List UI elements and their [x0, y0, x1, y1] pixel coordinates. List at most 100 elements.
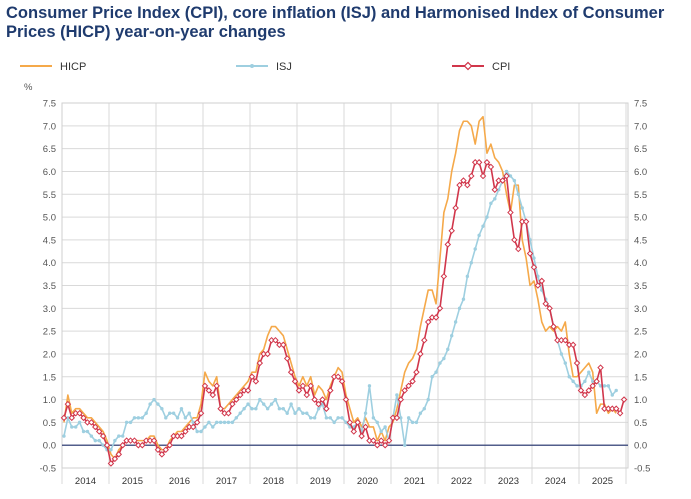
- data-point-isj: [426, 397, 430, 402]
- data-point-cpi: [99, 432, 107, 440]
- data-point-cpi: [479, 172, 487, 180]
- data-point-cpi: [272, 336, 279, 344]
- data-point-cpi: [170, 432, 177, 440]
- data-point-isj: [62, 434, 66, 438]
- data-point-cpi: [283, 355, 291, 362]
- data-point-cpi: [92, 423, 99, 431]
- data-point-cpi: [464, 181, 471, 189]
- data-point-cpi: [377, 437, 385, 444]
- data-point-hicp: [427, 289, 429, 291]
- data-point-hicp: [75, 408, 77, 410]
- data-point-cpi: [248, 373, 256, 381]
- data-point-hicp: [592, 371, 594, 373]
- data-point-isj: [273, 397, 278, 402]
- data-point-cpi: [436, 305, 444, 312]
- data-point-isj: [465, 274, 470, 279]
- data-point-isj: [246, 402, 250, 406]
- y-tick-label-left: 1.0: [43, 395, 56, 406]
- data-point-isj: [140, 416, 144, 420]
- data-point-hicp: [231, 399, 233, 401]
- data-point-hicp: [349, 408, 351, 410]
- data-point-hicp: [239, 390, 241, 392]
- data-point-cpi: [573, 359, 581, 367]
- data-point-isj: [128, 420, 133, 425]
- gridlines: [61, 102, 629, 484]
- data-point-isj: [164, 416, 168, 420]
- data-point-cpi: [319, 396, 326, 403]
- data-point-isj: [532, 256, 536, 260]
- data-point-cpi: [428, 314, 436, 321]
- data-point-isj: [132, 416, 137, 420]
- data-point-isj: [414, 420, 419, 425]
- data-point-cpi: [397, 396, 405, 403]
- data-point-cpi: [64, 400, 72, 408]
- data-point-cpi: [444, 241, 452, 248]
- data-point-cpi: [413, 368, 420, 376]
- data-point-cpi: [546, 305, 553, 312]
- data-point-isj: [148, 402, 152, 406]
- data-point-cpi: [115, 451, 123, 458]
- data-point-cpi: [452, 204, 459, 212]
- data-point-cpi: [178, 432, 185, 440]
- x-tick-label: 2019: [310, 476, 331, 487]
- data-point-hicp: [396, 408, 398, 410]
- data-point-cpi: [139, 441, 146, 449]
- data-point-isj: [363, 411, 368, 415]
- data-point-hicp: [278, 330, 280, 332]
- data-point-cpi: [522, 218, 530, 225]
- series-cpi: [60, 159, 628, 467]
- data-point-hicp: [259, 353, 261, 355]
- data-point-isj: [559, 352, 564, 356]
- y-tick-label-right: 5.0: [634, 213, 647, 224]
- data-point-cpi: [550, 323, 557, 330]
- data-point-cpi: [542, 300, 549, 308]
- data-point-cpi: [236, 391, 244, 399]
- x-tick-label: 2023: [498, 476, 519, 487]
- data-point-isj: [218, 420, 223, 425]
- data-point-cpi: [503, 172, 510, 180]
- data-point-cpi: [526, 250, 534, 257]
- data-point-cpi: [511, 236, 518, 244]
- data-point-hicp: [275, 326, 277, 328]
- series-line-isj: [63, 170, 617, 451]
- series-line-hicp: [63, 115, 617, 460]
- data-point-hicp: [607, 412, 609, 414]
- data-point-cpi: [381, 441, 389, 449]
- data-point-cpi: [217, 405, 224, 412]
- data-point-isj: [238, 411, 242, 415]
- data-point-hicp: [525, 257, 527, 259]
- data-point-isj: [575, 384, 579, 388]
- data-point-isj: [191, 420, 195, 425]
- data-point-cpi: [330, 373, 338, 381]
- data-point-cpi: [558, 336, 565, 344]
- data-point-isj: [614, 388, 618, 393]
- x-tick-label: 2017: [216, 476, 237, 487]
- y-tick-label-right: 6.0: [634, 167, 647, 178]
- data-point-cpi: [311, 396, 318, 403]
- data-point-hicp: [482, 116, 484, 118]
- data-point-isj: [101, 443, 105, 447]
- y-tick-label-right: 0.0: [634, 441, 647, 452]
- data-point-isj: [152, 397, 156, 402]
- data-point-isj: [332, 420, 336, 425]
- data-point-isj: [383, 425, 387, 429]
- data-point-isj: [85, 429, 90, 434]
- chart-title-line-2: Prices (HICP) year-on-year changes: [6, 23, 286, 41]
- data-point-isj: [446, 347, 450, 352]
- data-point-hicp: [408, 362, 410, 364]
- data-point-cpi: [182, 428, 189, 435]
- data-point-hicp: [181, 431, 183, 433]
- data-point-isj: [97, 438, 101, 443]
- data-point-cpi: [287, 368, 295, 376]
- data-point-hicp: [596, 412, 598, 414]
- data-point-isj: [493, 197, 497, 201]
- data-point-cpi: [562, 336, 569, 344]
- data-point-isj: [66, 416, 70, 420]
- data-point-cpi: [417, 350, 424, 358]
- data-point-cpi: [409, 378, 416, 385]
- data-point-isj: [453, 320, 458, 324]
- data-point-isj: [281, 406, 285, 411]
- data-point-hicp: [466, 120, 468, 122]
- y-tick-label-right: 4.0: [634, 258, 647, 269]
- series-isj: [62, 169, 618, 452]
